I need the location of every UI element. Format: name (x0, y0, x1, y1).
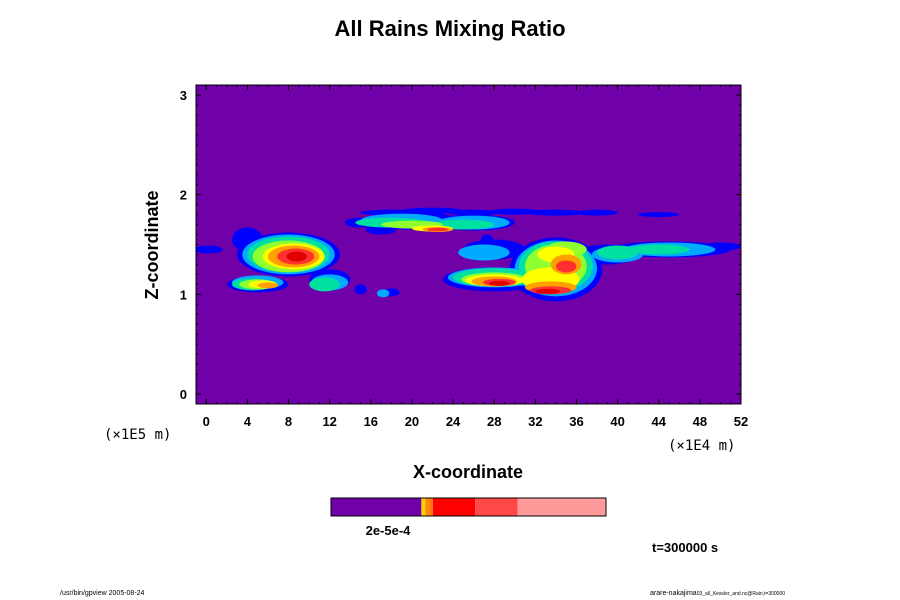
contour-blob (354, 284, 367, 295)
y-tick-label: 1 (180, 287, 187, 302)
contour-blob (309, 277, 340, 292)
time-label: t=300000 s (652, 540, 719, 555)
contour-blob (427, 227, 448, 232)
colorbar-swatch (421, 498, 426, 516)
x-tick-label: 48 (693, 414, 707, 429)
x-tick-label: 32 (528, 414, 542, 429)
x-tick-label: 12 (322, 414, 336, 429)
colorbar-swatch (331, 498, 422, 516)
contour-blob (257, 282, 279, 289)
colorbar-swatch (429, 498, 433, 516)
x-scale-note: (×1E4 m) (668, 438, 735, 454)
y-scale-note: (×1E5 m) (104, 427, 171, 443)
y-axis-title: Z-coordinate (142, 190, 162, 299)
x-tick-label: 40 (610, 414, 624, 429)
contour-blob (458, 244, 510, 261)
contour-blob (196, 245, 223, 254)
x-axis-title: X-coordinate (413, 462, 523, 482)
footer-right-small: 03_all_Kessler_and.nc@Rain,t=300000 (696, 591, 786, 597)
x-tick-label: 52 (734, 414, 748, 429)
y-tick-label: 0 (180, 387, 187, 402)
contour-field (196, 207, 741, 302)
x-tick-label: 0 (203, 414, 210, 429)
contour-blob (597, 245, 639, 260)
colorbar-label: 2e-5e-4 (366, 523, 412, 538)
contour-blob (627, 244, 690, 255)
contour-blob (576, 209, 618, 216)
contour-blob (447, 209, 500, 216)
colorbar-swatch (432, 498, 476, 516)
contour-blob (480, 234, 494, 245)
footer-left: /usr/bin/gpview 2005-08-24 (60, 590, 145, 597)
contour-blob (525, 209, 587, 216)
chart-title: All Rains Mixing Ratio (334, 16, 566, 41)
colorbar-swatch (517, 498, 606, 516)
x-tick-label: 8 (285, 414, 292, 429)
x-tick-label: 28 (487, 414, 501, 429)
colorbar (330, 497, 607, 517)
x-tick-label: 20 (405, 414, 419, 429)
x-tick-label: 36 (569, 414, 583, 429)
x-tick-label: 16 (364, 414, 378, 429)
contour-blob (535, 288, 561, 294)
x-tick-label: 24 (446, 414, 461, 429)
y-tick-label: 2 (180, 188, 187, 203)
contour-blob (286, 251, 308, 262)
colorbar-frame (330, 497, 607, 517)
footer-right: arare-nakajima03_all_Kessler_and.nc@Rain… (650, 590, 785, 597)
x-tick-label: 44 (652, 414, 667, 429)
x-tick-label: 4 (244, 414, 252, 429)
colorbar-swatch (425, 498, 430, 516)
y-tick-label: 3 (180, 88, 187, 103)
colorbar-swatch (475, 498, 518, 516)
contour-blob (638, 212, 680, 218)
contour-blob (555, 260, 577, 273)
contour-blob (376, 289, 390, 298)
contour-blob (489, 280, 510, 286)
footer-right-main: arare-nakajima (650, 590, 697, 597)
